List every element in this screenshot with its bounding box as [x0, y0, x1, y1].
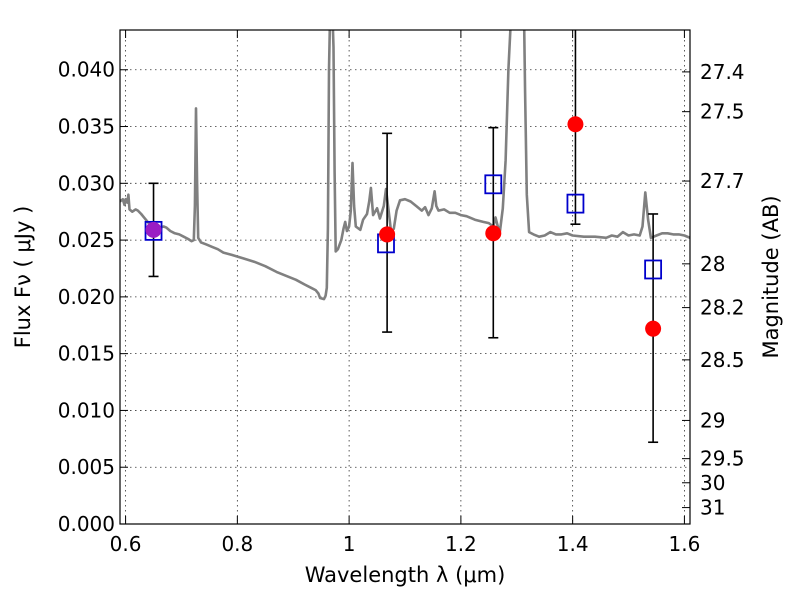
y-tick-label: 0.000: [58, 512, 115, 536]
grid: [120, 30, 690, 525]
x-tick-label: 1.2: [445, 532, 477, 556]
y-tick-label: 0.020: [58, 285, 115, 309]
y-tick-label: 0.010: [58, 398, 115, 422]
y-tick-label: 0.030: [58, 171, 115, 195]
x-tick-label: 1: [343, 532, 356, 556]
right-tick-label: 30: [700, 471, 725, 495]
spectrum-line: [120, 30, 690, 301]
observed-point-marker: [485, 225, 502, 242]
model-point-marker: [484, 174, 503, 195]
observed-point-marker: [145, 221, 162, 238]
plot-area: [120, 30, 690, 301]
model-point-marker: [644, 259, 663, 280]
x-tick-label: 1.4: [557, 532, 589, 556]
x-tick-label: 0.8: [221, 532, 253, 556]
right-tick-label: 28.5: [700, 348, 745, 372]
x-axis-label: Wavelength λ (μm): [305, 563, 506, 587]
right-tick-label: 27.7: [700, 169, 745, 193]
tick-marks: [120, 30, 690, 525]
x-tick-label: 1.6: [669, 532, 701, 556]
observed-point-marker: [567, 116, 584, 133]
right-tick-label: 27.4: [700, 60, 745, 84]
y-tick-label: 0.040: [58, 58, 115, 82]
y-tick-label: 0.015: [58, 342, 115, 366]
observed-point-marker: [379, 226, 396, 243]
plot-frame: [119, 29, 691, 525]
markers: [144, 116, 663, 337]
observed-point-marker: [645, 320, 662, 337]
y-tick-label: 0.035: [58, 115, 115, 139]
y-axis-label: Flux Fν ( μJy ): [11, 206, 35, 349]
right-tick-label: 28: [700, 252, 725, 276]
right-tick-label: 28.2: [700, 296, 745, 320]
right-tick-label: 27.5: [700, 100, 745, 124]
right-tick-label: 29.5: [700, 447, 745, 471]
y-tick-label: 0.025: [58, 228, 115, 252]
y-tick-label: 0.005: [58, 455, 115, 479]
tick-labels: 0.6 0.8 1 1.2 1.4 1.6 0.000 0.005 0.010 0.015 0.02…: [58, 58, 745, 556]
right-axis-label: Magnitude (AB): [759, 195, 783, 358]
right-tick-label: 29: [700, 408, 725, 432]
model-point-marker: [566, 193, 585, 214]
x-tick-label: 0.6: [110, 532, 142, 556]
right-tick-label: 31: [700, 496, 725, 520]
